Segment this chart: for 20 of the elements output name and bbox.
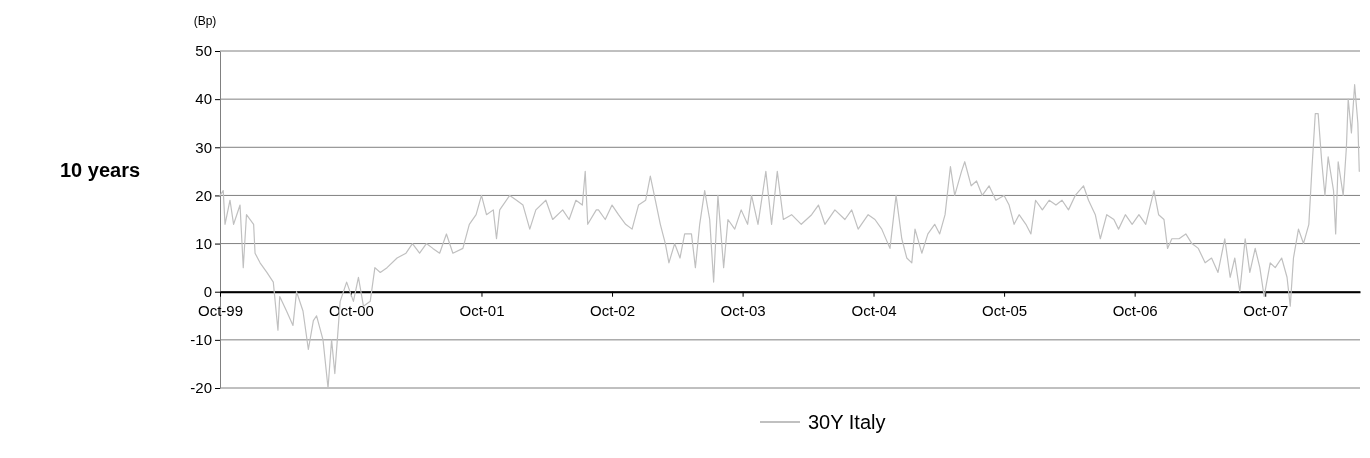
x-tick-label: Oct-01 <box>459 302 505 320</box>
y-tick-label: 10 <box>195 234 212 252</box>
x-tick-label: Oct-07 <box>1243 302 1289 320</box>
y-tick-label: 30 <box>195 138 212 156</box>
y-tick-label: -10 <box>190 331 212 349</box>
y-tick-label: 20 <box>195 186 212 204</box>
x-tick-label: Oct-00 <box>328 302 374 320</box>
legend-label: 30Y Italy <box>808 411 886 433</box>
x-tick-label: Oct-04 <box>851 302 897 320</box>
y-axis-title: (Bp) <box>193 14 217 28</box>
y-tick-label: 50 <box>195 42 212 60</box>
x-tick-label: Oct-05 <box>982 302 1028 320</box>
x-tick-label: Oct-06 <box>1112 302 1158 320</box>
y-tick-label: 40 <box>195 90 212 108</box>
y-tick-label: -20 <box>190 379 212 397</box>
text: 10 years <box>59 159 141 181</box>
x-tick-label: Oct-99 <box>197 302 244 320</box>
x-tick-label: Oct-02 <box>590 302 636 320</box>
x-tick-label: Oct-03 <box>720 302 766 320</box>
y-tick-label: 0 <box>203 283 212 301</box>
